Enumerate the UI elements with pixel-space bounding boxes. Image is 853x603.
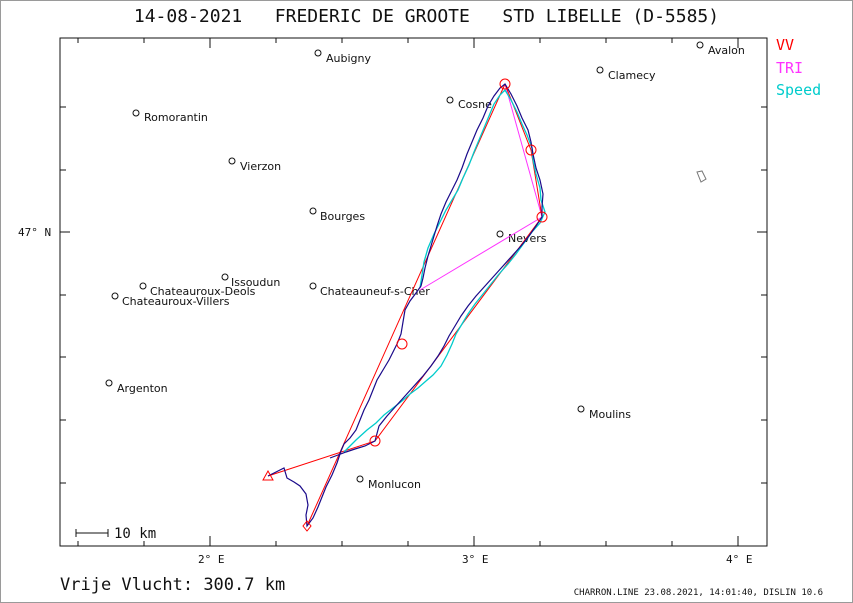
city-avalon: Avalon: [708, 44, 745, 57]
airspace-shape: [696, 170, 707, 183]
speed-track: [343, 88, 546, 453]
legend-tri: TRI: [776, 59, 804, 77]
glider-name: STD LIBELLE (D-5585): [502, 6, 720, 27]
y-tick-47n: 47° N: [18, 226, 51, 239]
city-bourges: Bourges: [320, 210, 365, 223]
free-flight-label: Vrije Vlucht:: [60, 575, 194, 595]
city-chateauneuf-s-cher: Chateauneuf-s-Cher: [320, 285, 430, 298]
axis-ticks: [60, 38, 767, 546]
city-romorantin: Romorantin: [144, 111, 208, 124]
software-info: CHARRON.LINE 23.08.2021, 14:01:40, DISLI…: [573, 588, 823, 598]
free-flight-route: [267, 83, 543, 527]
plot-border: [59, 37, 768, 547]
city-moulins: Moulins: [589, 408, 631, 421]
turnpoint-markers: [262, 78, 548, 532]
city-issoudun: Issoudun: [231, 276, 280, 289]
city-clamecy: Clamecy: [608, 69, 656, 82]
city-monlucon: Monlucon: [368, 478, 421, 491]
city-markers: [105, 41, 704, 483]
city-aubigny: Aubigny: [326, 52, 371, 65]
legend-speed: Speed: [776, 81, 822, 99]
city-cosne: Cosne: [458, 98, 492, 111]
city-chateauroux-villers: Chateauroux-Villers: [122, 295, 230, 308]
x-tick-2e: 2° E: [198, 553, 225, 566]
triangle-route: [419, 83, 543, 291]
x-tick-3e: 3° E: [462, 553, 489, 566]
x-tick-4e: 4° E: [726, 553, 753, 566]
free-flight-summary: Vrije Vlucht: 300.7 km: [60, 575, 285, 595]
flight-date: 14-08-2021: [133, 6, 243, 27]
city-chateauroux-deols: Chateauroux-Deols: [150, 285, 256, 298]
flight-track: [267, 83, 544, 528]
free-flight-value: 300.7 km: [203, 575, 286, 595]
legend-vv: VV: [776, 36, 795, 54]
pilot-name: FREDERIC DE GROOTE: [274, 6, 470, 27]
city-vierzon: Vierzon: [240, 160, 281, 173]
chart-title: 14-08-2021 FREDERIC DE GROOTE STD LIBELL…: [0, 6, 853, 27]
scale-bar: [75, 529, 109, 537]
city-argenton: Argenton: [117, 382, 168, 395]
scale-bar-label: 10 km: [114, 526, 156, 542]
